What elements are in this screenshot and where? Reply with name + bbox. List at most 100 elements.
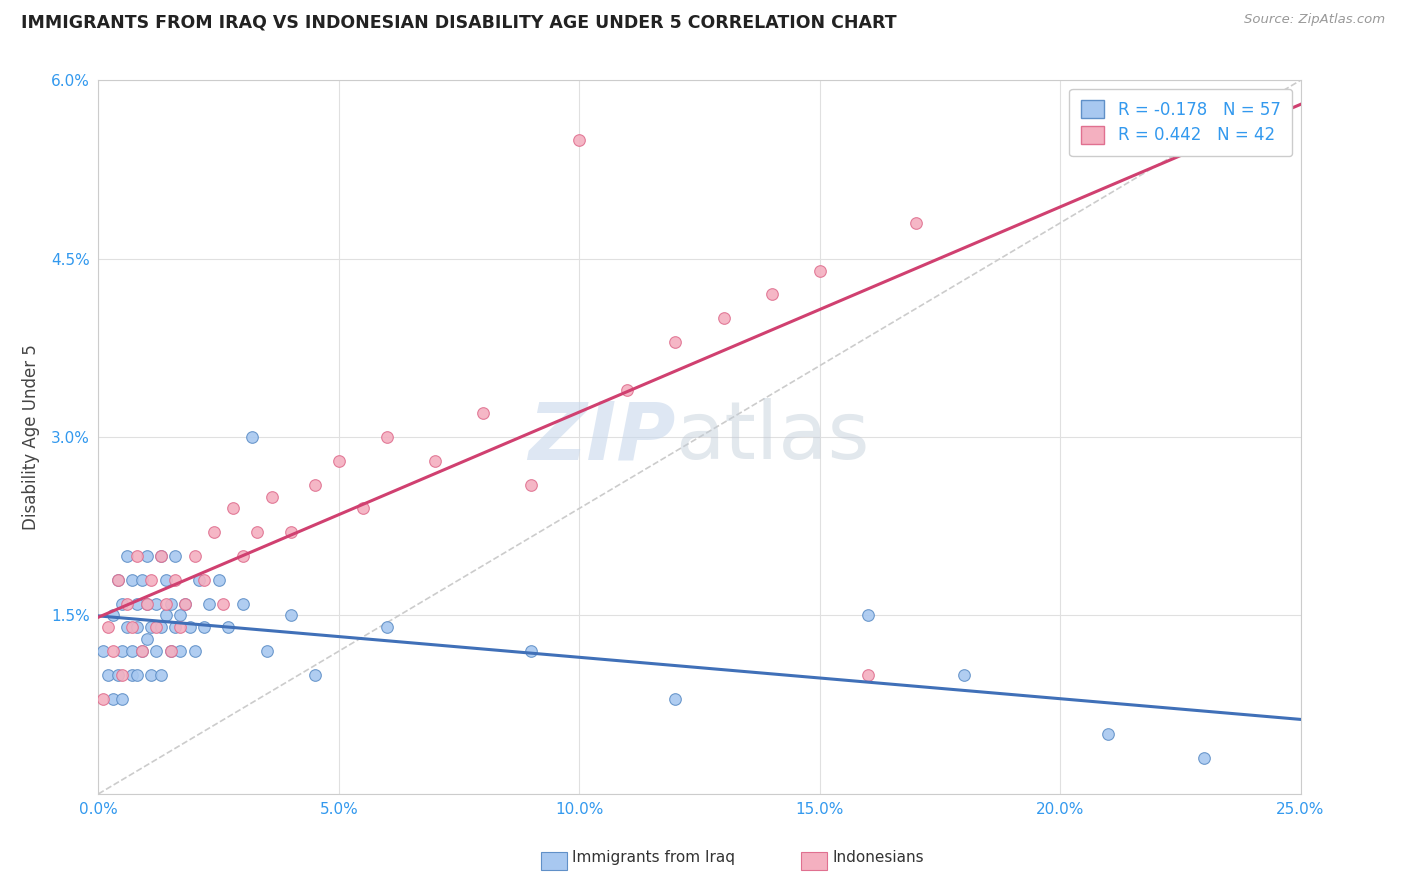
Point bbox=[169, 620, 191, 634]
Point bbox=[520, 477, 543, 491]
Point bbox=[188, 573, 211, 587]
Point bbox=[256, 644, 278, 658]
Point bbox=[131, 644, 153, 658]
Point bbox=[159, 644, 181, 658]
Point bbox=[125, 549, 148, 563]
Point bbox=[135, 597, 157, 611]
Point bbox=[155, 597, 177, 611]
Point bbox=[149, 668, 172, 682]
Point bbox=[125, 620, 148, 634]
Point bbox=[117, 597, 139, 611]
Text: atlas: atlas bbox=[675, 398, 870, 476]
Point bbox=[141, 573, 163, 587]
Point bbox=[145, 644, 167, 658]
Legend: R = -0.178   N = 57, R = 0.442   N = 42: R = -0.178 N = 57, R = 0.442 N = 42 bbox=[1070, 88, 1292, 156]
Point bbox=[174, 597, 197, 611]
Point bbox=[155, 608, 177, 623]
Point bbox=[240, 430, 263, 444]
Point bbox=[107, 668, 129, 682]
Point bbox=[111, 597, 134, 611]
Point bbox=[1194, 751, 1216, 765]
Point bbox=[520, 644, 543, 658]
Point bbox=[131, 573, 153, 587]
Point bbox=[111, 668, 134, 682]
Point bbox=[141, 668, 163, 682]
Point bbox=[856, 608, 879, 623]
Point bbox=[149, 549, 172, 563]
Text: Indonesians: Indonesians bbox=[832, 850, 924, 865]
Point bbox=[149, 549, 172, 563]
Point bbox=[904, 216, 927, 230]
Point bbox=[280, 608, 302, 623]
Point bbox=[107, 573, 129, 587]
Point bbox=[304, 668, 326, 682]
Point bbox=[135, 632, 157, 647]
Point bbox=[155, 573, 177, 587]
Point bbox=[568, 133, 591, 147]
Point bbox=[232, 549, 254, 563]
Point bbox=[101, 691, 124, 706]
Point bbox=[159, 597, 181, 611]
Point bbox=[121, 620, 143, 634]
Point bbox=[97, 668, 120, 682]
Point bbox=[856, 668, 879, 682]
Point bbox=[111, 691, 134, 706]
Text: Source: ZipAtlas.com: Source: ZipAtlas.com bbox=[1244, 13, 1385, 27]
Point bbox=[808, 263, 831, 277]
Point bbox=[193, 573, 215, 587]
Point bbox=[111, 644, 134, 658]
Point bbox=[169, 644, 191, 658]
Point bbox=[174, 597, 197, 611]
Point bbox=[212, 597, 235, 611]
Point bbox=[117, 549, 139, 563]
Point bbox=[121, 573, 143, 587]
Point bbox=[246, 525, 269, 540]
Point bbox=[1097, 727, 1119, 741]
Point bbox=[149, 620, 172, 634]
Point bbox=[91, 691, 114, 706]
Point bbox=[328, 454, 350, 468]
Point bbox=[121, 644, 143, 658]
Point bbox=[179, 620, 201, 634]
Point bbox=[117, 620, 139, 634]
Y-axis label: Disability Age Under 5: Disability Age Under 5 bbox=[22, 344, 41, 530]
Point bbox=[101, 644, 124, 658]
Point bbox=[97, 620, 120, 634]
Point bbox=[232, 597, 254, 611]
Text: ZIP: ZIP bbox=[529, 398, 675, 476]
Point bbox=[125, 597, 148, 611]
Point bbox=[280, 525, 302, 540]
Point bbox=[183, 644, 205, 658]
Point bbox=[664, 334, 686, 349]
Point bbox=[125, 668, 148, 682]
Text: IMMIGRANTS FROM IRAQ VS INDONESIAN DISABILITY AGE UNDER 5 CORRELATION CHART: IMMIGRANTS FROM IRAQ VS INDONESIAN DISAB… bbox=[21, 13, 897, 31]
Point bbox=[222, 501, 245, 516]
Point bbox=[135, 549, 157, 563]
Point bbox=[165, 573, 187, 587]
Point bbox=[953, 668, 976, 682]
Point bbox=[145, 597, 167, 611]
Point bbox=[616, 383, 638, 397]
Point bbox=[217, 620, 239, 634]
Point bbox=[135, 597, 157, 611]
Point bbox=[165, 620, 187, 634]
Point bbox=[202, 525, 225, 540]
Point bbox=[101, 608, 124, 623]
Point bbox=[169, 608, 191, 623]
Point bbox=[131, 644, 153, 658]
Point bbox=[352, 501, 374, 516]
Text: Immigrants from Iraq: Immigrants from Iraq bbox=[572, 850, 735, 865]
Point bbox=[304, 477, 326, 491]
Point bbox=[141, 620, 163, 634]
Point bbox=[183, 549, 205, 563]
Point bbox=[423, 454, 446, 468]
Point bbox=[193, 620, 215, 634]
Point bbox=[165, 549, 187, 563]
Point bbox=[198, 597, 221, 611]
Point bbox=[208, 573, 231, 587]
Point bbox=[107, 573, 129, 587]
Point bbox=[145, 620, 167, 634]
Point bbox=[91, 644, 114, 658]
Point bbox=[761, 287, 783, 301]
Point bbox=[375, 430, 398, 444]
